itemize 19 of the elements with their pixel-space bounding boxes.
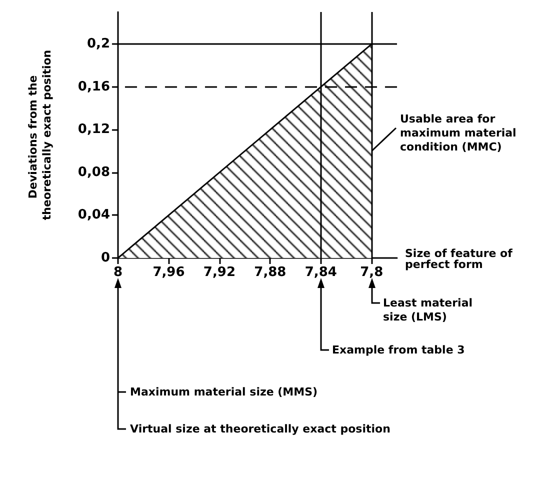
- annotation: Usable area for maximum material condition (MMC): [400, 112, 520, 154]
- x-tick-label: 7,8: [360, 265, 384, 280]
- y-tick-label: 0,08: [78, 164, 110, 180]
- x-tick-label: 7,96: [152, 265, 185, 280]
- text: Least material size (LMS): [383, 296, 476, 324]
- y-tick-label: 0: [100, 250, 110, 266]
- text: Example from table 3: [332, 344, 465, 356]
- y-tick-label: 0,16: [78, 79, 110, 94]
- x-axis-title: Size of feature of perfect form: [405, 247, 516, 271]
- x-tick-label: 7,92: [203, 265, 236, 280]
- y-axis-title: Deviations from the theoretically exact position: [26, 50, 54, 220]
- text: Maximum material size (MMS): [130, 386, 318, 398]
- x-tick-label: 7,84: [304, 265, 337, 280]
- text: Virtual size at theoretically exact position: [130, 422, 390, 436]
- y-tick-label: 0,04: [78, 208, 110, 223]
- x-tick-label: 7,88: [254, 265, 286, 280]
- x-tick-label: 8: [113, 265, 123, 280]
- y-tick-label: 0,12: [78, 122, 110, 138]
- y-tick-label: 0,2: [86, 36, 110, 52]
